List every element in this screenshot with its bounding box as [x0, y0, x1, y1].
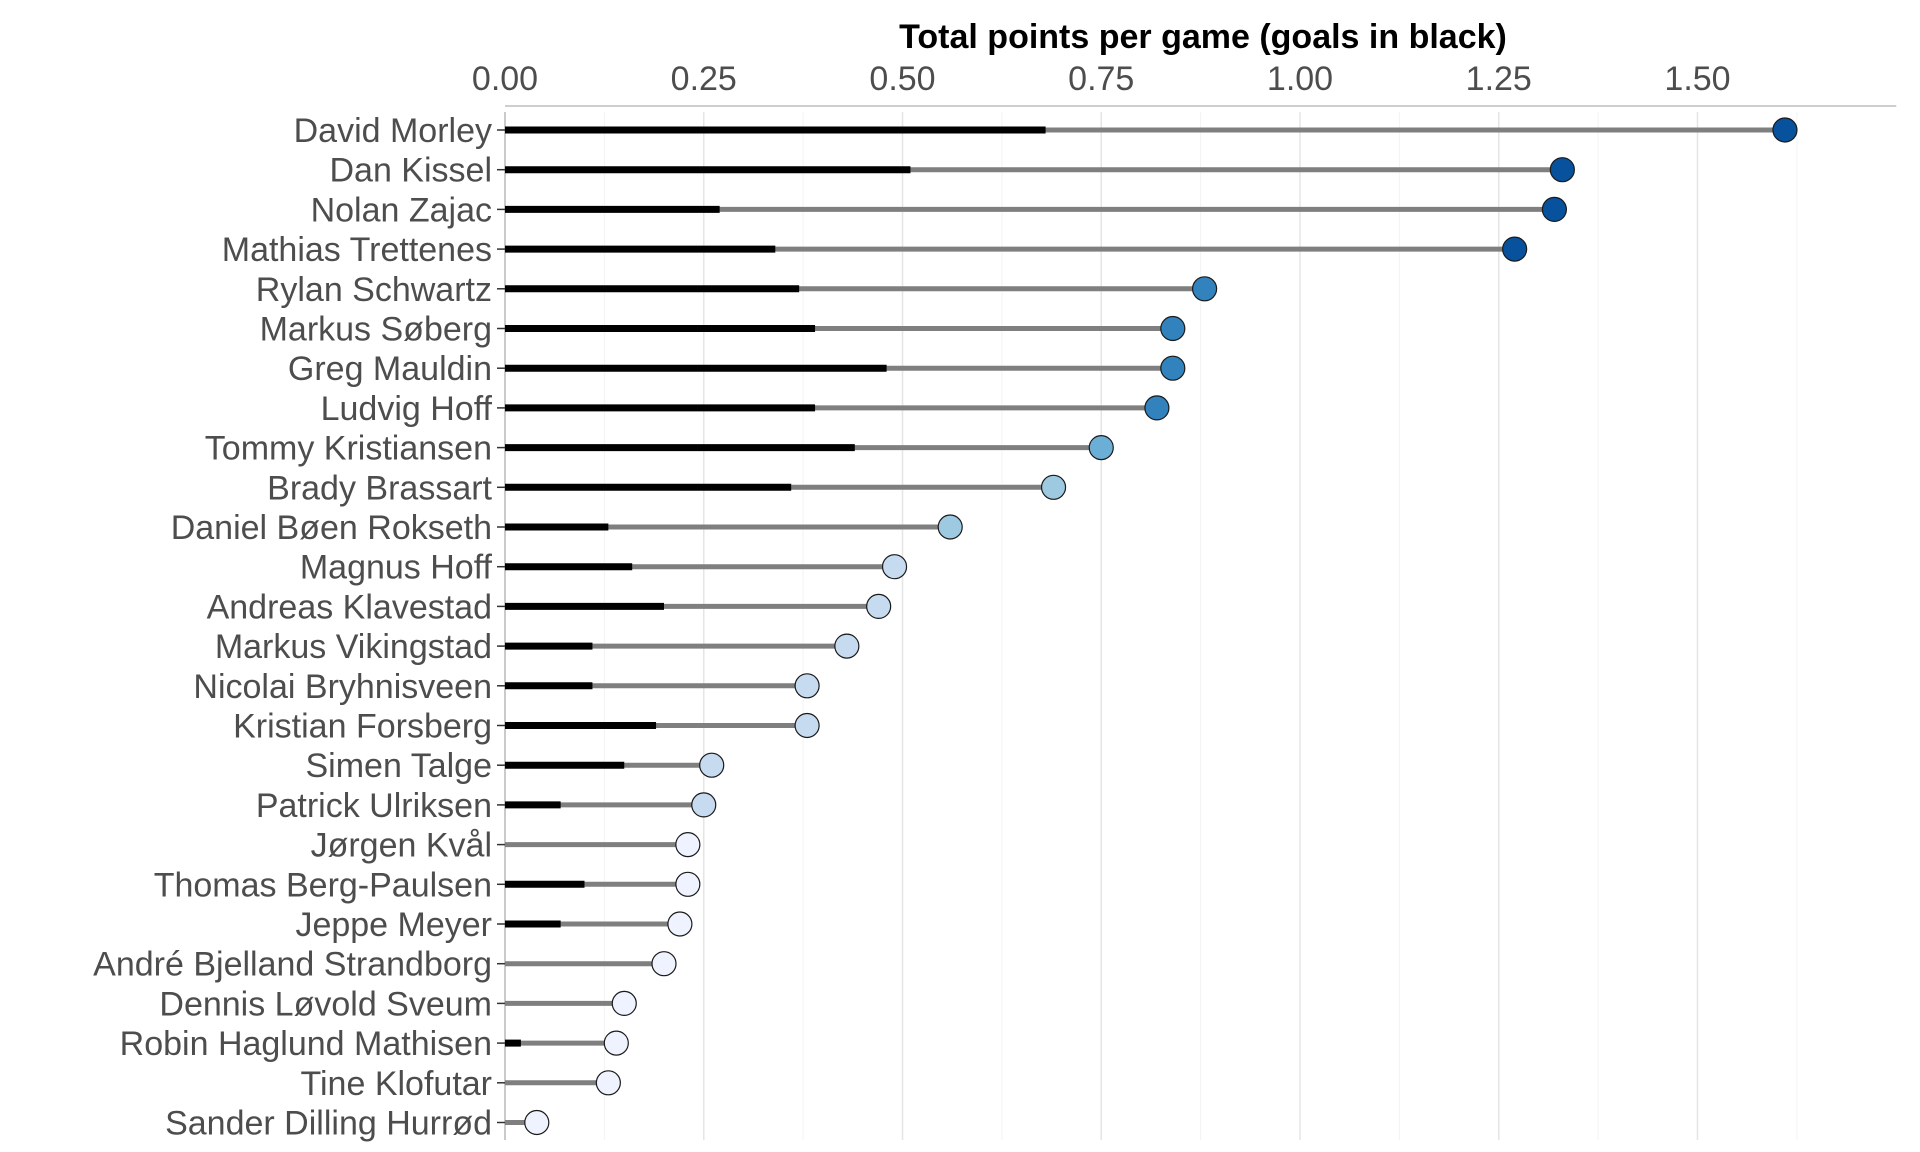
points-dot	[1541, 196, 1568, 222]
points-dot	[691, 792, 717, 818]
points-dot	[1549, 157, 1575, 183]
player-name-label: Robin Haglund Mathisen	[120, 1025, 492, 1063]
player-row: Dan Kissel	[329, 152, 1575, 190]
points-dot	[881, 554, 908, 580]
points-dot	[794, 712, 820, 739]
player-name-label: Daniel Bøen Rokseth	[171, 509, 492, 547]
player-row: Greg Mauldin	[288, 350, 1186, 388]
points-dot	[524, 1109, 550, 1136]
player-name-label: Markus Vikingstad	[215, 628, 492, 666]
player-name-label: Jeppe Meyer	[295, 906, 492, 944]
player-row: Tine Klofutar	[301, 1065, 621, 1103]
player-name-label: Mathias Trettenes	[222, 231, 492, 269]
points-dot	[937, 514, 963, 540]
points-dot	[1191, 276, 1218, 302]
player-name-label: Rylan Schwartz	[256, 271, 492, 309]
player-row: Andreas Klavestad	[207, 588, 892, 626]
points-dot	[699, 752, 725, 778]
player-name-label: Dennis Løvold Sveum	[159, 985, 492, 1023]
player-name-label: Nolan Zajac	[311, 191, 492, 229]
points-dot	[794, 673, 820, 699]
player-name-label: Jørgen Kvål	[311, 827, 492, 865]
player-row: Ludvig Hoff	[321, 390, 1170, 428]
player-name-label: Greg Mauldin	[288, 350, 492, 388]
player-row: Brady Brassart	[267, 469, 1067, 507]
player-name-label: Dan Kissel	[329, 152, 492, 190]
points-dot	[651, 951, 677, 977]
player-row: Patrick Ulriksen	[256, 787, 717, 825]
points-dot	[595, 1070, 621, 1096]
x-tick-label: 1.00	[1267, 60, 1333, 98]
player-row: Thomas Berg-Paulsen	[154, 866, 701, 904]
player-name-label: Tommy Kristiansen	[205, 430, 492, 468]
player-row: Markus Søberg	[260, 311, 1186, 349]
points-dot	[866, 593, 892, 620]
player-row: Jeppe Meyer	[295, 906, 693, 944]
points-dot	[1144, 395, 1170, 421]
player-row: André Bjelland Strandborg	[93, 946, 677, 984]
points-dot	[1040, 474, 1067, 500]
player-name-label: Thomas Berg-Paulsen	[154, 866, 492, 904]
x-tick-label: 0.50	[869, 60, 935, 98]
chart-title: Total points per game (goals in black)	[899, 18, 1507, 56]
player-name-label: Magnus Hoff	[300, 549, 493, 587]
points-dot	[1088, 435, 1114, 461]
points-dot	[1772, 117, 1798, 143]
player-name-label: Nicolai Bryhnisveen	[193, 668, 492, 706]
player-row: Dennis Løvold Sveum	[159, 985, 637, 1023]
points-dot	[834, 633, 860, 659]
points-dot	[675, 831, 701, 858]
x-tick-label: 0.00	[472, 60, 538, 98]
player-row: Sander Dilling Hurrød	[165, 1105, 550, 1143]
player-row: Jørgen Kvål	[311, 827, 701, 865]
player-row: Nolan Zajac	[311, 191, 1568, 229]
player-name-label: Patrick Ulriksen	[256, 787, 492, 825]
player-row: Markus Vikingstad	[215, 628, 860, 666]
player-row: Daniel Bøen Rokseth	[171, 509, 963, 547]
player-name-label: Markus Søberg	[260, 311, 492, 349]
player-name-label: David Morley	[294, 112, 492, 150]
player-row: David Morley	[294, 112, 1798, 150]
player-name-label: Simen Talge	[306, 747, 493, 785]
player-name-label: Andreas Klavestad	[207, 588, 492, 626]
x-tick-label: 0.25	[671, 60, 737, 98]
player-row: Nicolai Bryhnisveen	[193, 668, 820, 706]
points-dot	[1502, 236, 1528, 262]
player-row: Robin Haglund Mathisen	[120, 1025, 629, 1063]
x-tick-label: 0.75	[1068, 60, 1134, 98]
player-row: Rylan Schwartz	[256, 271, 1218, 309]
player-row: Mathias Trettenes	[222, 231, 1528, 269]
player-name-label: Tine Klofutar	[301, 1065, 493, 1103]
x-tick-label: 1.50	[1664, 60, 1730, 98]
points-dot	[1160, 355, 1186, 381]
player-row: Magnus Hoff	[300, 549, 908, 587]
player-row: Kristian Forsberg	[233, 708, 820, 746]
player-name-label: Ludvig Hoff	[321, 390, 493, 428]
points-dot	[603, 1030, 629, 1056]
points-dot	[675, 871, 701, 897]
player-row: Simen Talge	[306, 747, 725, 785]
player-name-label: André Bjelland Strandborg	[93, 946, 492, 984]
points-dot	[611, 990, 637, 1017]
points-dot	[1160, 315, 1186, 342]
player-name-label: Brady Brassart	[267, 469, 492, 507]
x-tick-label: 1.25	[1466, 60, 1532, 98]
player-row: Tommy Kristiansen	[205, 430, 1114, 468]
player-name-label: Sander Dilling Hurrød	[165, 1105, 492, 1143]
points-dot	[667, 911, 693, 937]
player-name-label: Kristian Forsberg	[233, 708, 492, 746]
